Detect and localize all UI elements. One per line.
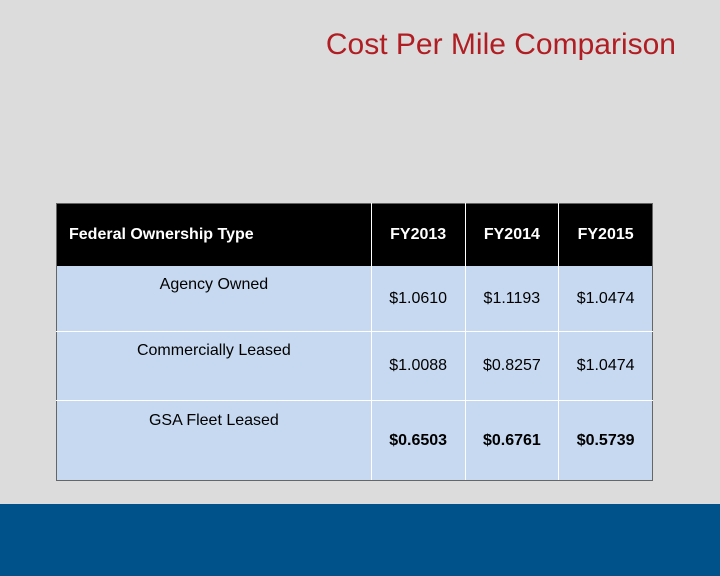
cell-value: $0.5739 xyxy=(558,400,653,481)
column-header-ownership-type: Federal Ownership Type xyxy=(56,203,372,266)
cell-value: $1.0088 xyxy=(371,331,466,401)
cell-value: $1.0610 xyxy=(371,266,466,332)
cell-value: $0.6761 xyxy=(465,400,560,481)
column-header-fy2014: FY2014 xyxy=(465,203,560,266)
slide-title: Cost Per Mile Comparison xyxy=(325,28,676,61)
column-header-fy2013: FY2013 xyxy=(371,203,466,266)
table-row: Agency Owned $1.0610 $1.1193 $1.0474 xyxy=(56,266,653,332)
cost-comparison-table: Federal Ownership Type FY2013 FY2014 FY2… xyxy=(56,203,653,481)
table-row: GSA Fleet Leased $0.6503 $0.6761 $0.5739 xyxy=(56,400,653,481)
row-label-agency-owned: Agency Owned xyxy=(56,266,372,332)
row-label-commercially-leased: Commercially Leased xyxy=(56,331,372,401)
cell-value: $0.8257 xyxy=(465,331,560,401)
table-header-row: Federal Ownership Type FY2013 FY2014 FY2… xyxy=(56,203,653,266)
cell-value: $0.6503 xyxy=(371,400,466,481)
row-label-gsa-fleet-leased: GSA Fleet Leased xyxy=(56,400,372,481)
cell-value: $1.0474 xyxy=(558,331,653,401)
column-header-fy2015: FY2015 xyxy=(558,203,653,266)
cell-value: $1.1193 xyxy=(465,266,560,332)
table-row: Commercially Leased $1.0088 $0.8257 $1.0… xyxy=(56,331,653,401)
footer-bar xyxy=(0,504,720,576)
cell-value: $1.0474 xyxy=(558,266,653,332)
